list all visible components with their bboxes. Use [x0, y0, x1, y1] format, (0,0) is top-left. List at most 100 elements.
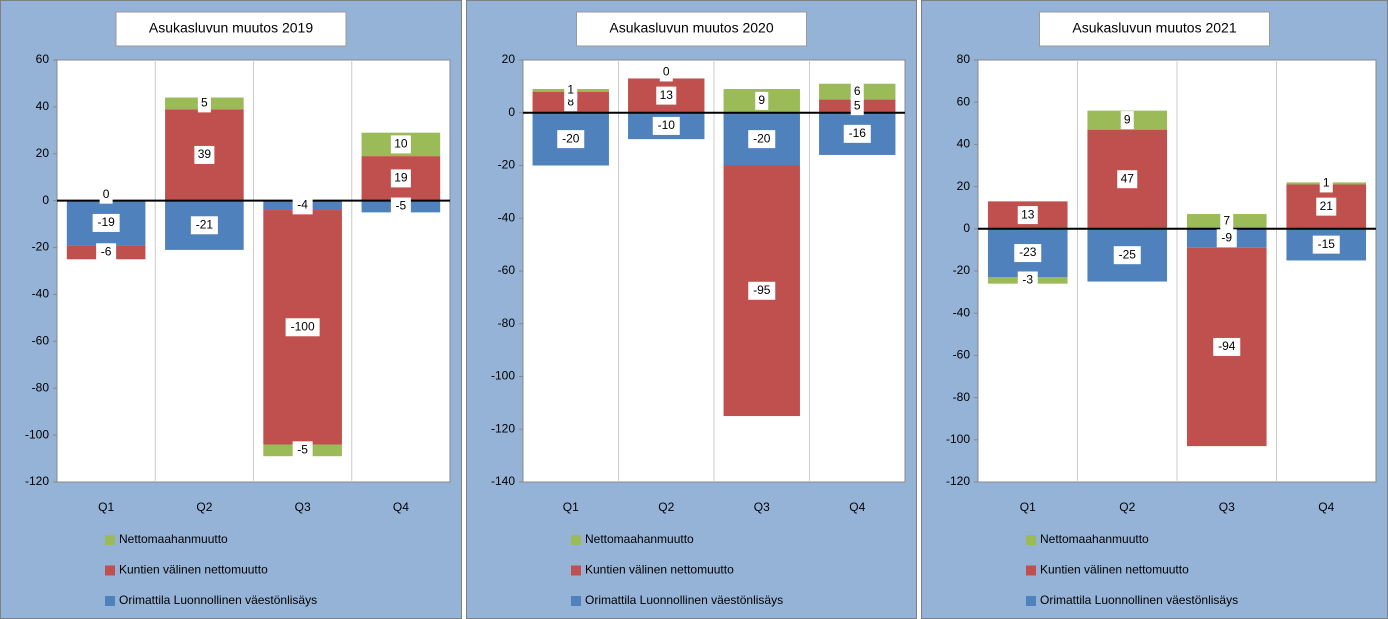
data-label: -5	[396, 199, 407, 213]
title-box	[115, 11, 347, 47]
data-label-box	[1117, 170, 1138, 189]
data-label-box	[1216, 229, 1237, 248]
data-label-box	[755, 91, 769, 110]
data-label: 39	[198, 147, 212, 161]
legend-label: Orimattila Luonnollinen väestönlisäys	[1040, 593, 1238, 607]
y-tick-label: -40	[953, 305, 971, 319]
y-tick-label: -100	[491, 369, 515, 383]
y-tick-label: -40	[32, 287, 50, 301]
x-tick-label: Q1	[98, 500, 114, 514]
x-tick-label: Q4	[849, 500, 865, 514]
data-label: 9	[1124, 112, 1131, 126]
data-label-box	[748, 130, 776, 149]
data-label: -21	[196, 217, 214, 231]
data-label-box	[1319, 174, 1333, 193]
data-label-box	[1120, 111, 1134, 130]
x-tick-label: Q1	[1020, 500, 1036, 514]
x-tick-label: Q3	[754, 500, 770, 514]
y-tick-label: -100	[946, 432, 970, 446]
y-tick-label: -20	[953, 263, 971, 277]
chart-title: Asukasluvun muutos 2019	[149, 20, 313, 36]
data-label-box	[564, 81, 578, 100]
legend-label: Nettomaahanmuutto	[1040, 532, 1149, 546]
data-label-box	[850, 82, 864, 101]
title-box	[1039, 11, 1270, 47]
data-label-box	[652, 116, 680, 135]
data-label-box	[92, 213, 120, 232]
data-label: -23	[1019, 245, 1037, 259]
legend-swatch	[1026, 565, 1036, 576]
data-label-box	[1113, 246, 1141, 265]
y-tick-label: -20	[32, 240, 50, 254]
data-label: 19	[394, 171, 408, 185]
x-tick-label: Q1	[563, 500, 579, 514]
y-tick-label: 40	[957, 137, 971, 151]
legend-label: Orimattila Luonnollinen väestönlisäys	[585, 593, 783, 607]
data-label: 1	[567, 83, 574, 97]
legend-label: Nettomaahanmuutto	[119, 532, 228, 546]
data-label: -4	[297, 198, 308, 212]
data-label: 8	[567, 94, 574, 108]
legend-swatch	[571, 565, 581, 576]
y-tick-label: 0	[42, 193, 49, 207]
legend-swatch	[105, 535, 115, 545]
data-label-box	[656, 86, 677, 105]
x-tick-label: Q2	[658, 500, 674, 514]
y-tick-label: 20	[502, 52, 516, 66]
data-label: 0	[103, 187, 110, 201]
data-label-box	[194, 145, 215, 164]
y-tick-label: -140	[491, 474, 515, 488]
x-tick-label: Q3	[1219, 500, 1235, 514]
legend-label: Orimattila Luonnollinen väestönlisäys	[119, 593, 317, 607]
data-label-box	[292, 196, 313, 215]
legend-swatch	[571, 535, 581, 545]
data-label-box	[1213, 337, 1241, 356]
x-tick-label: Q4	[1318, 500, 1334, 514]
data-label-box	[1017, 271, 1038, 290]
legend-label: Kuntien välinen nettomuutto	[585, 563, 734, 577]
data-label-box	[96, 243, 117, 262]
legend-label: Kuntien välinen nettomuutto	[1040, 563, 1189, 577]
data-label-box	[748, 281, 776, 300]
data-label-box	[659, 63, 673, 82]
data-label: -3	[1022, 273, 1033, 287]
data-label-box	[99, 185, 113, 204]
legend-swatch	[1026, 596, 1036, 606]
data-label-box	[190, 216, 218, 235]
legend-swatch	[105, 596, 115, 606]
data-label: -20	[562, 131, 580, 145]
y-tick-label: -100	[25, 427, 49, 441]
y-tick-label: -80	[498, 316, 516, 330]
data-label-box	[843, 124, 871, 143]
x-tick-label: Q2	[196, 500, 212, 514]
data-label: 13	[1021, 207, 1035, 221]
y-tick-label: 60	[36, 52, 50, 66]
data-label: -5	[297, 443, 308, 457]
data-label: 5	[854, 98, 861, 112]
y-tick-label: -120	[25, 474, 49, 488]
x-tick-label: Q4	[393, 500, 409, 514]
y-tick-label: -80	[953, 390, 971, 404]
data-label-box	[1312, 235, 1340, 254]
data-label-box	[850, 97, 864, 116]
data-label: 6	[854, 84, 861, 98]
data-label: 5	[201, 96, 208, 110]
data-label: -95	[753, 283, 771, 297]
data-label-box	[1017, 206, 1038, 225]
data-label: 47	[1121, 171, 1135, 185]
y-tick-label: -60	[498, 263, 516, 277]
y-tick-label: 80	[957, 52, 971, 66]
y-tick-label: -20	[498, 158, 516, 172]
y-tick-label: 0	[508, 105, 515, 119]
data-label-box	[390, 135, 411, 154]
data-label: 7	[1223, 214, 1230, 228]
data-label: -25	[1119, 247, 1137, 261]
y-tick-label: 60	[957, 94, 971, 108]
legend-swatch	[1026, 535, 1036, 545]
data-label-box	[390, 197, 411, 216]
data-label: -9	[1221, 230, 1232, 244]
data-label: 9	[758, 93, 765, 107]
legend-label: Kuntien välinen nettomuutto	[119, 563, 268, 577]
data-label: -15	[1318, 237, 1336, 251]
